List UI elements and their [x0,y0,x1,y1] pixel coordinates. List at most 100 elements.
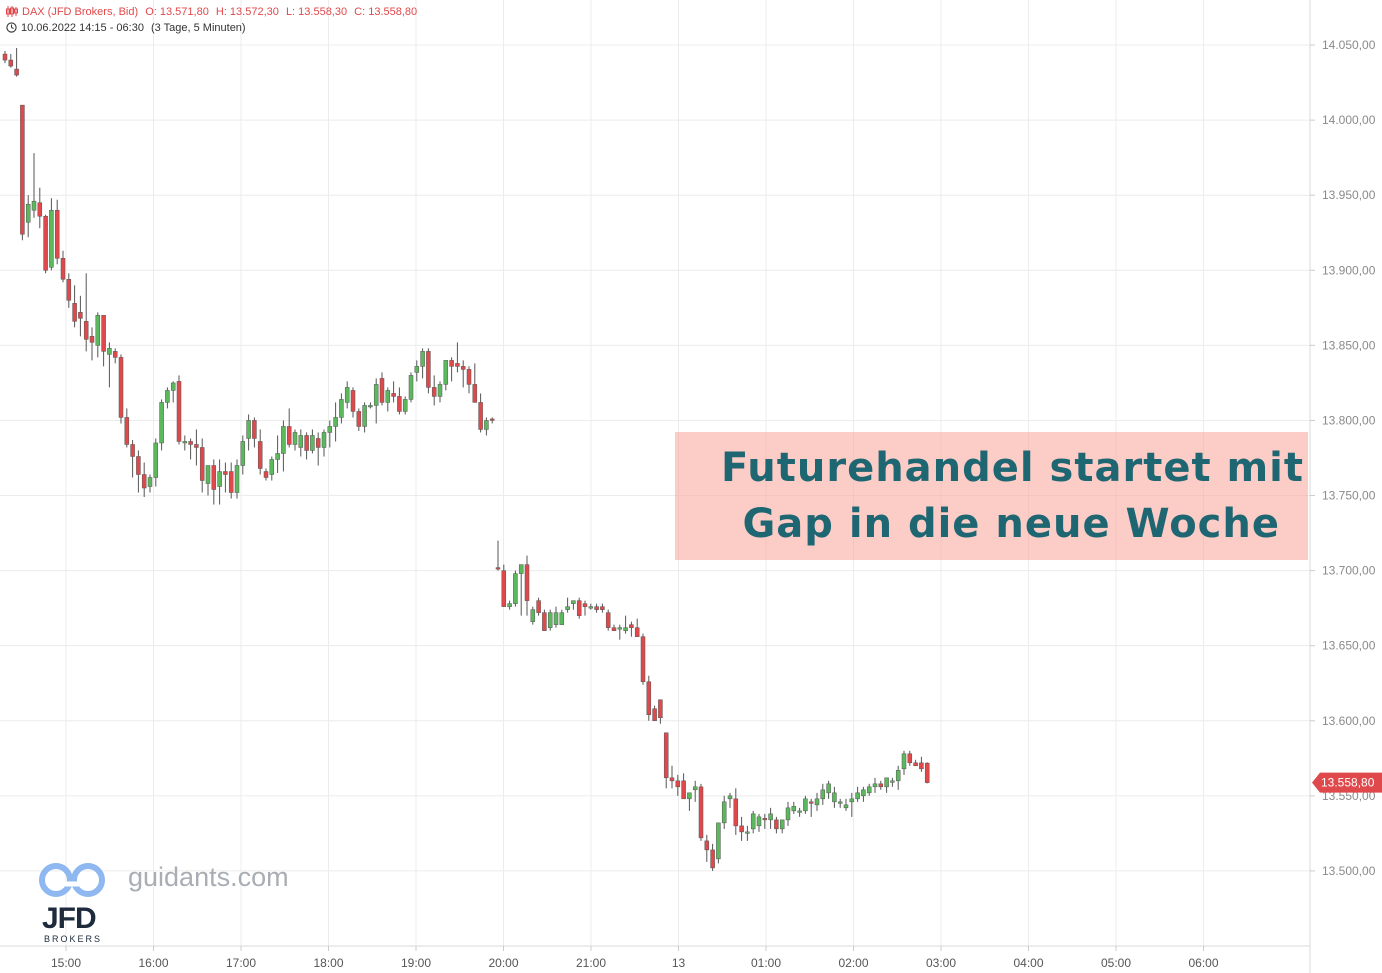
candle [107,342,112,388]
candle [449,357,454,382]
candle [420,348,425,379]
candle-body [25,203,31,223]
candle [774,816,779,834]
candle-body [112,351,118,358]
candle-body [518,564,524,574]
candle [275,435,280,473]
candle [373,378,379,424]
candle-body [246,420,251,439]
candle-body [310,435,315,451]
candle [379,372,385,406]
candle-body [808,801,814,804]
candle [785,801,791,826]
candle [866,783,872,796]
candle-body [501,570,507,607]
candle-body [298,435,304,448]
candle-body [524,564,530,601]
candles [2,48,930,871]
candle-body [37,202,43,217]
candle-body [605,612,611,628]
candle [623,615,628,634]
x-tick-label: 05:00 [1101,956,1131,970]
candle [698,783,704,841]
candle [402,396,408,415]
candle-body [286,426,292,445]
candle [640,633,646,685]
candle-body [832,792,837,803]
candle [14,48,19,77]
candle-body [600,606,605,610]
candle-body [373,384,379,406]
candle-body [199,447,205,481]
candle-body [211,465,217,490]
candle [553,606,559,628]
candle-body [281,426,286,454]
candle [211,459,217,505]
candle-body [54,209,60,259]
candle [814,792,820,811]
candle-body [588,606,594,609]
candle [54,199,60,265]
candle [895,765,901,790]
candle-body [414,366,420,373]
candle-body [194,444,199,448]
candle-body [402,399,408,412]
candle [25,195,31,238]
candle-body [640,636,646,682]
candle [576,597,582,619]
candle-body [118,357,124,418]
candle [199,438,205,493]
candle-body [391,393,396,397]
candle-body [924,762,930,783]
candle [501,564,507,607]
candle [478,393,483,433]
candle [344,381,350,409]
candle-body [49,209,54,268]
candle [727,792,733,808]
candle [147,474,153,493]
candle [733,788,739,835]
candle-body [663,732,669,779]
ohlc-open: O: 13.571,80 [145,6,209,18]
candle-body [397,396,402,412]
candle [878,780,884,790]
candle [547,609,553,631]
candle-body [866,786,872,794]
instrument-name: DAX (JFD Brokers, Bid) [22,6,139,18]
candle-body [692,786,698,791]
candle [141,462,147,498]
candle-body [385,390,391,403]
candle-body [107,348,112,355]
candle-body [495,567,501,570]
candle-body [542,612,547,631]
candle-body [31,200,37,211]
candle [78,295,83,337]
candle-body [530,609,536,622]
candle-body [269,459,275,475]
candle-body [739,825,744,833]
candle [588,603,594,610]
candle-body [368,405,373,408]
candle [397,387,402,415]
candle [658,699,663,724]
x-axis-labels: 15:00 16:00 17:00 18:00 19:00 20:00 21:00 13 01:… [51,946,1219,970]
candle-body [576,600,582,616]
candle [907,750,913,766]
candle [2,51,8,64]
candle [315,432,321,466]
candle [663,732,669,789]
candle-body [565,606,570,610]
candle-body [611,627,617,631]
candle [924,762,930,784]
candle [710,843,715,871]
candle-body [379,378,385,403]
candle [756,813,762,832]
candle [594,603,599,613]
candle-body [356,411,362,427]
x-tick-label: 16:00 [138,956,168,970]
ohlc-low: L: 13.558,30 [285,6,348,18]
candle [240,435,246,475]
candle [292,429,298,451]
candle [228,462,234,499]
